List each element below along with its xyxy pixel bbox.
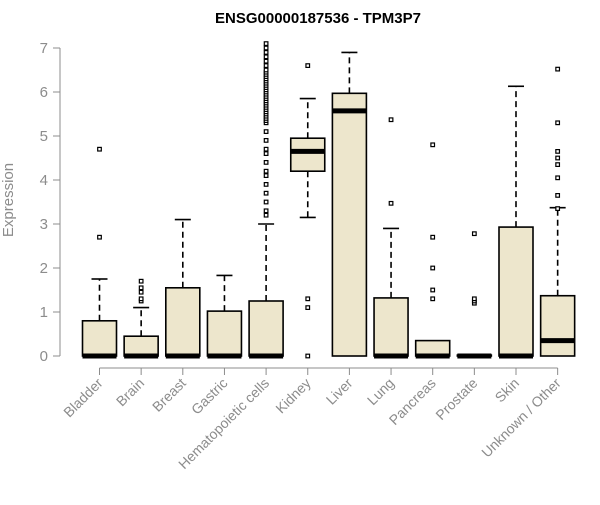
outlier-point xyxy=(138,285,144,291)
outlier-point xyxy=(305,353,311,359)
box-brain xyxy=(123,278,159,359)
outlier-point xyxy=(263,160,269,165)
x-tick-label: Breast xyxy=(149,375,189,415)
outlier-point xyxy=(263,168,269,174)
outlier-point xyxy=(263,41,269,46)
outlier-point xyxy=(263,208,269,214)
box-body xyxy=(81,319,118,357)
outlier-point xyxy=(471,231,477,237)
outlier-point xyxy=(555,193,561,198)
outlier-point xyxy=(430,287,436,293)
outlier-point xyxy=(263,63,269,68)
y-tick-label: 2 xyxy=(40,260,48,277)
box-prostate xyxy=(456,231,493,359)
outlier-point xyxy=(97,146,102,152)
y-axis-label: Expression xyxy=(0,163,17,237)
outlier-point xyxy=(263,151,269,157)
outlier-point xyxy=(263,54,269,60)
box-kidney xyxy=(289,63,326,359)
x-tick-label: Skin xyxy=(492,375,523,406)
outlier-point xyxy=(138,289,144,295)
box-body xyxy=(165,286,201,357)
box-pancreas xyxy=(414,142,451,359)
y-tick-label: 5 xyxy=(40,128,48,145)
outlier-point xyxy=(305,296,311,302)
outlier-point xyxy=(305,305,311,310)
box-unknown-other xyxy=(539,66,576,357)
box-body xyxy=(206,310,243,357)
y-tick-label: 6 xyxy=(40,84,48,101)
outlier-point xyxy=(263,182,269,187)
outlier-point xyxy=(555,120,561,126)
box-body xyxy=(498,226,534,357)
outlier-point xyxy=(138,278,144,284)
box-body xyxy=(331,92,368,357)
x-tick-label: Unknown / Other xyxy=(478,375,564,461)
x-tick-label: Lung xyxy=(364,375,397,408)
x-tick-label: Kidney xyxy=(272,375,314,417)
outlier-point xyxy=(263,45,269,51)
outlier-point xyxy=(263,190,269,196)
outlier-point xyxy=(555,155,561,161)
y-axis: 0 1 2 3 4 5 6 7 xyxy=(40,40,61,365)
outlier-point xyxy=(263,146,269,152)
outlier-point xyxy=(555,149,561,154)
box-body xyxy=(289,137,326,172)
outlier-point xyxy=(305,63,311,68)
box-breast xyxy=(165,218,201,359)
outlier-point xyxy=(555,162,561,168)
outlier-point xyxy=(430,265,436,271)
outlier-point xyxy=(555,175,561,181)
outlier-point xyxy=(430,234,436,240)
x-tick-label: Brain xyxy=(113,375,147,409)
box-body xyxy=(373,297,409,357)
x-tick-label: Liver xyxy=(323,375,356,408)
y-tick-label: 4 xyxy=(40,172,48,189)
box-liver xyxy=(331,51,368,357)
outlier-point xyxy=(263,58,269,64)
x-tick-label: Bladder xyxy=(60,375,106,421)
box-hematopoietic-cells xyxy=(248,41,284,359)
outlier-point xyxy=(430,142,436,148)
outlier-point xyxy=(263,49,269,55)
outlier-point xyxy=(263,138,269,143)
box-bladder xyxy=(81,146,118,359)
chart-title: ENSG00000187536 - TPM3P7 xyxy=(215,10,421,27)
box-body xyxy=(539,294,576,357)
outlier-point xyxy=(263,199,269,205)
outlier-point xyxy=(555,66,561,72)
outlier-point xyxy=(471,296,477,302)
box-skin xyxy=(498,85,534,359)
y-tick-label: 3 xyxy=(40,216,48,233)
y-tick-label: 0 xyxy=(40,348,48,365)
outlier-point xyxy=(263,129,269,135)
box-lung xyxy=(373,117,409,359)
outlier-point xyxy=(388,200,394,206)
outlier-point xyxy=(263,67,269,73)
box-gastric xyxy=(206,274,243,359)
y-tick-label: 7 xyxy=(40,40,48,57)
outlier-point xyxy=(263,173,269,179)
outlier-point xyxy=(263,212,269,218)
outlier-point xyxy=(138,296,144,302)
outlier-point xyxy=(388,117,394,123)
outlier-point xyxy=(430,296,436,302)
boxes-group xyxy=(81,41,576,359)
outlier-point xyxy=(97,234,102,240)
y-tick-label: 1 xyxy=(40,304,48,321)
x-tick-label: Prostate xyxy=(432,375,480,423)
box-body xyxy=(123,335,159,357)
outlier-point xyxy=(555,206,561,212)
box-body xyxy=(248,300,284,357)
